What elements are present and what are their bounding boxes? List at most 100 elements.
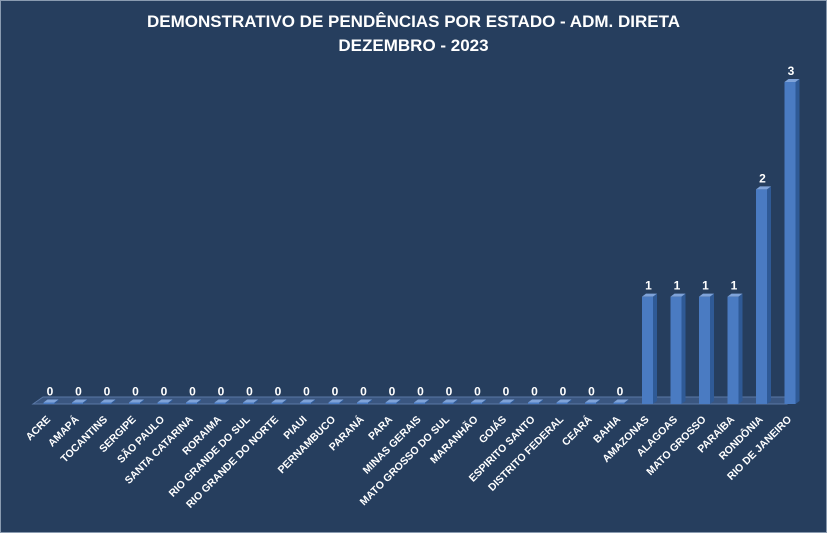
data-label: 0	[303, 385, 310, 399]
bar-side	[539, 399, 543, 404]
bar-side	[111, 399, 116, 404]
bar-side	[168, 399, 173, 404]
bar-5	[186, 399, 201, 404]
bar-top	[129, 399, 144, 403]
bar-front	[442, 402, 454, 404]
bar-top	[385, 399, 401, 403]
bar-front	[72, 402, 83, 404]
bar-front	[328, 402, 340, 404]
chart-title: DEMONSTRATIVO DE PENDÊNCIAS POR ESTADO -…	[146, 12, 680, 31]
data-label: 0	[617, 385, 624, 399]
bar-front	[271, 402, 283, 404]
data-label: 1	[731, 279, 738, 293]
bar-top	[243, 399, 258, 403]
bar-22	[670, 293, 686, 404]
bar-9	[300, 399, 315, 404]
bar-front	[670, 296, 682, 404]
bar-front	[414, 402, 425, 404]
bar-top	[300, 399, 315, 403]
bar-2	[100, 399, 116, 404]
bar-19	[585, 399, 600, 404]
data-label: 0	[75, 385, 82, 399]
data-label: 3	[788, 64, 795, 78]
bar-8	[271, 399, 287, 404]
bar-top	[157, 399, 173, 403]
bar-side	[710, 293, 714, 404]
bar-top	[43, 399, 59, 403]
bar-front	[300, 402, 311, 404]
bar-side	[738, 293, 743, 404]
data-label: 0	[104, 385, 111, 399]
bar-top	[471, 399, 486, 403]
data-label: 1	[674, 279, 681, 293]
bar-top	[186, 399, 201, 403]
bar-front	[214, 402, 226, 404]
data-label: 0	[47, 385, 54, 399]
bar-top	[756, 186, 771, 190]
tick-label: CEARÁ	[559, 413, 595, 449]
bar-side	[795, 79, 800, 404]
bar-front	[186, 402, 197, 404]
bar-side	[596, 399, 600, 404]
bar-15	[471, 399, 486, 404]
bar-3	[129, 399, 144, 404]
bar-top	[699, 293, 714, 297]
data-label: 1	[702, 279, 709, 293]
bar-top	[100, 399, 116, 403]
bar-top	[642, 293, 657, 297]
bar-side	[396, 399, 401, 404]
bar-top	[328, 399, 344, 403]
bar-side	[83, 399, 87, 404]
data-label: 0	[474, 385, 481, 399]
bar-25	[756, 186, 771, 404]
bar-0	[43, 399, 59, 404]
data-label: 0	[275, 385, 282, 399]
bar-12	[385, 399, 401, 404]
data-label: 1	[645, 279, 652, 293]
bar-side	[510, 399, 515, 404]
bar-top	[585, 399, 600, 403]
bar-26	[784, 79, 800, 404]
bar-top	[528, 399, 543, 403]
bar-front	[585, 402, 596, 404]
bar-top	[784, 79, 800, 82]
bar-6	[214, 399, 230, 404]
bar-front	[243, 402, 254, 404]
bar-side	[453, 399, 458, 404]
bar-front	[642, 296, 653, 404]
data-label: 0	[132, 385, 139, 399]
data-label: 0	[503, 385, 510, 399]
data-label: 0	[389, 385, 396, 399]
data-label: 0	[417, 385, 424, 399]
bar-side	[624, 399, 629, 404]
bar-side	[482, 399, 486, 404]
bar-side	[567, 399, 572, 404]
bar-4	[157, 399, 173, 404]
bar-top	[727, 293, 743, 297]
bar-top	[357, 399, 372, 403]
bar-top	[499, 399, 515, 403]
bar-16	[499, 399, 515, 404]
bar-front	[157, 402, 169, 404]
bar-front	[699, 296, 710, 404]
bar-front	[756, 189, 767, 404]
bar-front	[528, 402, 539, 404]
data-label: 0	[332, 385, 339, 399]
bar-side	[368, 399, 372, 404]
data-label: 0	[246, 385, 253, 399]
bar-front	[784, 82, 796, 404]
data-label: 0	[560, 385, 567, 399]
bar-side	[425, 399, 429, 404]
bar-top	[556, 399, 572, 403]
bar-18	[556, 399, 572, 404]
bar-side	[311, 399, 315, 404]
bar-side	[681, 293, 686, 404]
bar-front	[471, 402, 482, 404]
data-label: 0	[360, 385, 367, 399]
bar-1	[72, 399, 87, 404]
bar-side	[767, 186, 771, 404]
bar-21	[642, 293, 657, 404]
bar-front	[556, 402, 568, 404]
bar-14	[442, 399, 458, 404]
